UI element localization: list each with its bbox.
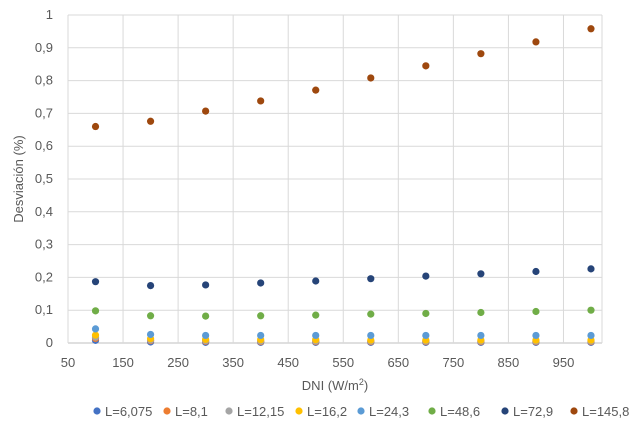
data-point bbox=[532, 267, 540, 276]
data-point bbox=[477, 50, 485, 58]
x-tick-label: 150 bbox=[112, 355, 134, 370]
data-point bbox=[146, 312, 155, 320]
x-axis-ticks: 50 150 250 350 450 550 650 750 850 950 bbox=[61, 355, 575, 370]
data-point bbox=[91, 331, 100, 339]
legend-marker bbox=[93, 407, 101, 415]
data-point bbox=[587, 331, 595, 340]
data-point bbox=[367, 310, 375, 318]
data-point bbox=[91, 122, 100, 131]
legend-marker bbox=[295, 407, 303, 415]
y-tick-label: 0,1 bbox=[35, 302, 53, 317]
y-tick-label: 0,9 bbox=[35, 40, 53, 55]
data-point bbox=[367, 74, 375, 82]
legend-label: L=6,075 bbox=[105, 404, 152, 419]
x-axis-title-main: DNI (W/m bbox=[302, 378, 359, 393]
data-point bbox=[91, 278, 100, 286]
x-tick-label: 950 bbox=[553, 355, 575, 370]
legend-label: L=48,6 bbox=[440, 404, 480, 419]
data-point bbox=[257, 97, 265, 105]
data-point bbox=[312, 311, 320, 319]
y-tick-label: 0,6 bbox=[35, 138, 53, 153]
x-tick-label: 750 bbox=[443, 355, 465, 370]
data-point bbox=[257, 331, 265, 340]
x-tick-label: 450 bbox=[277, 355, 299, 370]
x-axis-title-sup: 2 bbox=[359, 377, 364, 387]
legend-label: L=12,15 bbox=[237, 404, 284, 419]
data-point bbox=[477, 270, 485, 278]
data-point bbox=[312, 277, 320, 285]
data-point bbox=[202, 331, 210, 340]
data-point bbox=[477, 331, 485, 340]
legend-marker bbox=[428, 407, 436, 415]
series-6 bbox=[91, 306, 595, 320]
legend-label: L=145,8 bbox=[582, 404, 629, 419]
data-point bbox=[587, 306, 595, 314]
x-tick-label: 550 bbox=[332, 355, 354, 370]
legend-label: L=8,1 bbox=[175, 404, 208, 419]
data-point bbox=[422, 331, 430, 340]
series-7 bbox=[91, 265, 595, 290]
data-point bbox=[367, 331, 375, 340]
y-tick-label: 0,5 bbox=[35, 171, 53, 186]
data-point bbox=[422, 62, 430, 70]
y-tick-label: 0,4 bbox=[35, 204, 53, 219]
x-tick-label: 50 bbox=[61, 355, 75, 370]
y-tick-label: 0,7 bbox=[35, 105, 53, 120]
legend-marker bbox=[225, 407, 233, 415]
legend-marker bbox=[357, 407, 365, 415]
legend-marker bbox=[163, 407, 171, 415]
x-axis-title: DNI (W/m2) bbox=[302, 377, 368, 393]
y-tick-label: 0,3 bbox=[35, 237, 53, 252]
data-points bbox=[91, 25, 595, 346]
legend: L=6,075 L=8,1 L=12,15 L=16,2 L=24,3 L=48,6 L=7… bbox=[93, 404, 629, 419]
data-point bbox=[532, 331, 540, 340]
data-point bbox=[587, 25, 595, 33]
data-point bbox=[202, 312, 210, 320]
data-point bbox=[532, 307, 540, 316]
grid bbox=[67, 14, 603, 344]
data-point bbox=[312, 331, 320, 340]
data-point bbox=[202, 107, 210, 115]
series-8 bbox=[91, 25, 595, 131]
data-point bbox=[146, 282, 155, 290]
data-point bbox=[587, 265, 595, 273]
y-tick-label: 0 bbox=[46, 335, 53, 350]
data-point bbox=[422, 272, 430, 280]
legend-label: L=16,2 bbox=[307, 404, 347, 419]
data-point bbox=[202, 281, 210, 289]
y-tick-label: 1 bbox=[46, 7, 53, 22]
data-point bbox=[257, 312, 265, 320]
y-axis-title: Desviación (%) bbox=[11, 135, 26, 222]
legend-label: L=24,3 bbox=[369, 404, 409, 419]
x-tick-label: 350 bbox=[222, 355, 244, 370]
x-tick-label: 850 bbox=[498, 355, 520, 370]
data-point bbox=[367, 275, 375, 283]
data-point bbox=[532, 38, 540, 46]
data-point bbox=[91, 325, 100, 333]
legend-marker bbox=[501, 407, 509, 415]
data-point bbox=[477, 308, 485, 317]
y-tick-label: 0,8 bbox=[35, 73, 53, 88]
data-point bbox=[312, 86, 320, 94]
data-point bbox=[422, 309, 430, 318]
y-axis-ticks: 0 0,1 0,2 0,3 0,4 0,5 0,6 0,7 0,8 0,9 1 bbox=[35, 7, 53, 350]
x-tick-label: 650 bbox=[387, 355, 409, 370]
data-point bbox=[91, 307, 100, 315]
series-5 bbox=[91, 325, 595, 340]
y-tick-label: 0,2 bbox=[35, 269, 53, 284]
legend-label: L=72,9 bbox=[513, 404, 553, 419]
x-axis-title-end: ) bbox=[364, 378, 368, 393]
data-point bbox=[146, 117, 155, 125]
data-point bbox=[146, 330, 155, 339]
x-tick-label: 250 bbox=[167, 355, 189, 370]
data-point bbox=[257, 279, 265, 287]
legend-marker bbox=[570, 407, 578, 415]
